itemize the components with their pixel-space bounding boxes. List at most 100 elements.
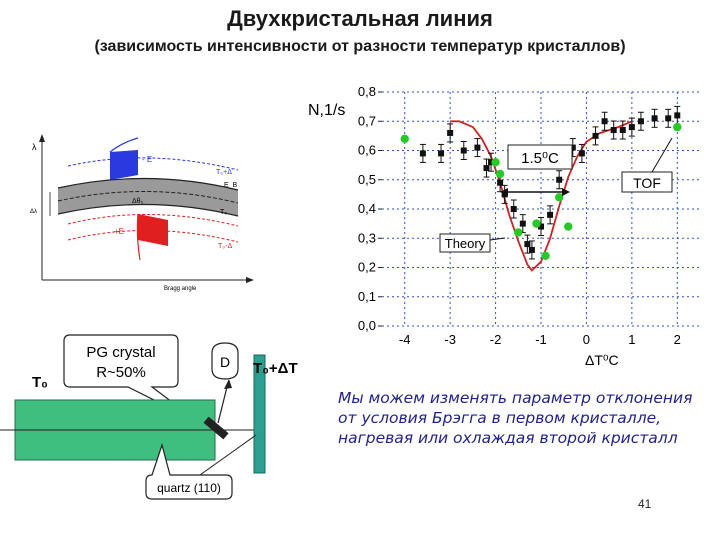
width-arrow-right <box>562 188 570 196</box>
x-tick-label: -4 <box>399 332 411 347</box>
theory-pointer <box>489 237 506 241</box>
data-point <box>501 191 508 198</box>
quartz-callout <box>145 442 233 500</box>
tof-point <box>673 122 682 132</box>
data-point <box>637 118 644 125</box>
data-point <box>538 223 544 230</box>
data-point <box>483 165 490 172</box>
y-axis-label: N,1/s <box>308 102 345 119</box>
tof-point <box>514 228 523 237</box>
data-point <box>556 176 563 183</box>
blue-tail <box>109 137 139 153</box>
band-top <box>57 177 239 191</box>
tof-point <box>491 158 500 167</box>
data-point <box>510 206 517 212</box>
width-annotation-box <box>507 144 573 170</box>
y-tick-label: 0,1 <box>358 289 376 304</box>
data-point <box>519 220 526 227</box>
x-tick-label: -2 <box>490 332 502 347</box>
x-tick-label: -1 <box>535 332 547 347</box>
data-point <box>438 150 445 157</box>
eb-label: E_B <box>224 182 238 189</box>
t0-minus-label: T₀-Δ <box>218 243 233 250</box>
tof-pointer <box>651 137 673 173</box>
t0-label-scheme: T₀ <box>220 209 227 216</box>
reflected-beam <box>217 382 229 424</box>
data-point <box>524 241 531 248</box>
band-bottom <box>57 203 239 217</box>
data-point <box>592 132 599 139</box>
x-tick-label: 1 <box>628 332 635 347</box>
intensity-chart: -4 -3 -2 -1 0 1 2 0,0 0,1 0,2 0,3 0,4 0,5 0,6 0,7 0,8 N… <box>308 84 700 368</box>
data-point <box>578 150 585 157</box>
minus-e-label: - E <box>142 155 152 164</box>
tof-annotation-box <box>621 171 673 193</box>
tof-point <box>541 251 550 260</box>
delta-theta-label: Δθ₀ <box>132 198 144 205</box>
quartz-label: quartz (110) <box>157 481 221 495</box>
y-tick-label: 0,7 <box>358 113 376 128</box>
data-point <box>488 159 495 166</box>
tof-point <box>564 222 573 231</box>
x-tick-label: 2 <box>674 332 681 347</box>
y-tick-label: 0,8 <box>358 84 376 99</box>
x-tick-label: -3 <box>444 332 456 347</box>
red-tail <box>136 213 141 261</box>
slide-title: Двухкристальная линия <box>227 6 493 31</box>
data-point <box>651 115 658 122</box>
tof-annotation: TOF <box>633 175 661 191</box>
data-point <box>460 147 467 154</box>
data-point <box>610 127 617 134</box>
delta-lambda-label: Δλ <box>30 209 37 215</box>
quartz-pointer <box>199 434 257 476</box>
data-point <box>547 211 554 218</box>
y-tick-label: 0,2 <box>358 260 376 275</box>
t0-plus-label: T₀+Δ <box>216 169 232 176</box>
pg-label-1: PG crystal <box>86 344 155 361</box>
y-tick-label: 0,3 <box>358 230 376 245</box>
theory-annotation: Theory <box>445 236 486 251</box>
tof-point <box>400 134 409 143</box>
data-point <box>497 179 504 186</box>
data-point <box>674 112 681 119</box>
x-tick-label: 0 <box>583 332 590 347</box>
data-point <box>419 150 426 157</box>
band-middle <box>57 191 239 204</box>
data-point <box>528 246 535 253</box>
width-arrow-left <box>500 188 508 196</box>
data-point <box>569 144 576 151</box>
slide-subtitle: (зависимость интенсивности от разности т… <box>94 38 626 55</box>
theory-annotation-box <box>439 233 491 253</box>
explanation-note: Мы можем изменять параметр отклонения от… <box>338 389 693 447</box>
data-point <box>628 124 635 131</box>
tof-point <box>532 219 541 228</box>
y-tick-label: 0,6 <box>358 143 376 158</box>
page-number: 41 <box>638 497 652 511</box>
tof-point <box>495 169 505 179</box>
data-point <box>447 129 454 136</box>
data-point <box>665 115 672 122</box>
theory-curve <box>450 120 633 272</box>
pg-label-2: R~50% <box>96 364 146 381</box>
detector-label: D <box>220 354 230 370</box>
y-tick-label: 0,4 <box>358 201 376 216</box>
quartz-crystal <box>253 354 266 474</box>
bragg-angle-label: Bragg angle <box>164 286 197 292</box>
tof-point <box>554 193 564 202</box>
bragg-scheme: λ Δλ Bragg angle - E T₀+Δ E_B Δθ₀ T₀ +E … <box>30 134 254 292</box>
width-annotation: 1.5⁰C <box>521 150 559 167</box>
data-point <box>601 118 608 125</box>
lambda-label: λ <box>32 142 37 152</box>
plus-e-label: +E <box>114 227 124 236</box>
t0-label: T₀ <box>32 374 48 391</box>
setup-diagram: T₀ PG crystal R~50% D T₀+ΔT quartz (110) <box>0 334 298 500</box>
data-point <box>619 127 626 134</box>
y-tick-label: 0,5 <box>358 172 376 187</box>
upper-dashed-curve <box>67 157 239 171</box>
red-region <box>138 214 168 246</box>
data-point <box>474 144 481 151</box>
pg-crystal <box>203 416 229 440</box>
blue-region <box>110 150 138 180</box>
detector <box>211 342 239 380</box>
t0-dt-label: T₀+ΔT <box>253 360 298 377</box>
